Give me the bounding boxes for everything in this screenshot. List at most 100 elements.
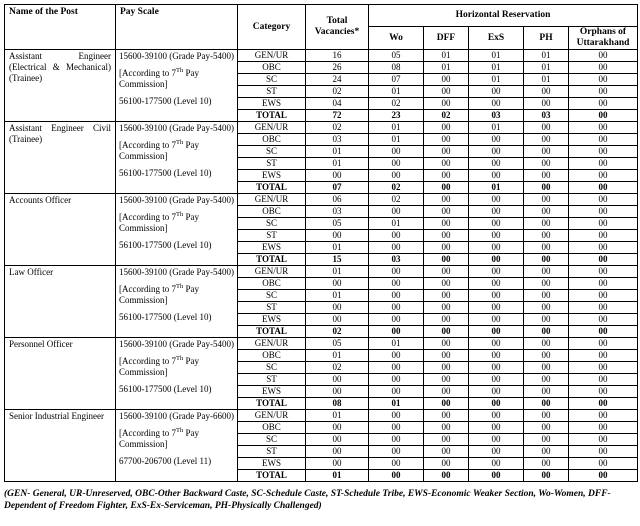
dff-cell: 00 (423, 253, 469, 266)
category-cell: TOTAL (237, 253, 306, 266)
col-header-exs: ExS (468, 26, 524, 50)
col-header-wo: Wo (368, 26, 424, 50)
wo-cell: 00 (368, 145, 424, 158)
total-row: TOTAL 01 00 00 00 00 00 (5, 469, 639, 482)
wo-cell: 00 (368, 157, 424, 170)
total-vacancies-cell: 08 (305, 397, 369, 410)
exs-cell: 00 (468, 253, 524, 266)
wo-cell: 01 (368, 133, 424, 146)
orphans-cell: 00 (567, 301, 639, 314)
total-vacancies-cell: 03 (305, 133, 369, 146)
ph-cell: 00 (523, 289, 569, 302)
dff-cell: 00 (423, 277, 469, 290)
exs-cell: 01 (468, 181, 524, 194)
dff-cell: 00 (423, 85, 469, 98)
orphans-cell: 00 (567, 361, 639, 374)
ph-cell: 00 (523, 205, 569, 218)
total-vacancies-cell: 24 (305, 73, 369, 86)
wo-cell: 03 (368, 253, 424, 266)
col-header-orphans: Orphans of Uttarakhand (567, 26, 639, 50)
orphans-cell: 00 (567, 61, 639, 74)
category-row: EWS 00 00 00 00 00 00 (5, 313, 639, 326)
dff-cell: 00 (423, 469, 469, 482)
col-header-dff: DFF (423, 26, 469, 50)
category-row: EWS 04 02 00 00 00 00 (5, 97, 639, 110)
ph-cell: 01 (523, 49, 569, 62)
post-name-cell: Assistant Engineer Civil (Trainee) (4, 121, 116, 194)
category-cell: SC (237, 217, 306, 230)
pay-scale-line: 67700-206700 (Level 11) (119, 456, 212, 466)
category-cell: EWS (237, 241, 306, 254)
ph-cell: 00 (523, 433, 569, 446)
ph-cell: 00 (523, 145, 569, 158)
exs-cell: 00 (468, 97, 524, 110)
ph-cell: 00 (523, 445, 569, 458)
category-row: SC 00 00 00 00 00 00 (5, 433, 639, 446)
category-cell: ST (237, 373, 306, 386)
category-row: SC 24 07 00 01 01 00 (5, 73, 639, 86)
dff-cell: 00 (423, 409, 469, 422)
wo-cell: 00 (368, 205, 424, 218)
pay-scale-line: 56100-177500 (Level 10) (119, 312, 212, 322)
category-cell: GEN/UR (237, 193, 306, 206)
ph-cell: 00 (523, 421, 569, 434)
ph-cell: 00 (523, 253, 569, 266)
ph-cell: 00 (523, 337, 569, 350)
total-vacancies-cell: 01 (305, 409, 369, 422)
dff-cell: 00 (423, 193, 469, 206)
dff-cell: 01 (423, 49, 469, 62)
total-vacancies-cell: 00 (305, 373, 369, 386)
exs-cell: 00 (468, 241, 524, 254)
total-vacancies-cell: 26 (305, 61, 369, 74)
ph-cell: 00 (523, 85, 569, 98)
dff-cell: 00 (423, 349, 469, 362)
category-cell: ST (237, 229, 306, 242)
wo-cell: 05 (368, 49, 424, 62)
ph-cell: 00 (523, 229, 569, 242)
exs-cell: 00 (468, 85, 524, 98)
ph-cell: 00 (523, 133, 569, 146)
category-cell: TOTAL (237, 109, 306, 122)
exs-cell: 03 (468, 109, 524, 122)
dff-cell: 00 (423, 457, 469, 470)
exs-cell: 00 (468, 145, 524, 158)
ph-cell: 00 (523, 361, 569, 374)
exs-cell: 00 (468, 433, 524, 446)
pay-scale-line: 15600-39100 (Grade Pay-5400) (119, 195, 234, 205)
exs-cell: 00 (468, 301, 524, 314)
col-header-horizontal-reservation: Horizontal Reservation (367, 4, 639, 27)
exs-cell: 00 (468, 469, 524, 482)
ph-cell: 00 (523, 265, 569, 278)
total-vacancies-cell: 07 (305, 181, 369, 194)
exs-cell: 00 (468, 457, 524, 470)
pay-scale-cell: 15600-39100 (Grade Pay-5400) [According t… (115, 193, 238, 266)
total-vacancies-cell: 01 (305, 349, 369, 362)
total-vacancies-cell: 02 (305, 325, 369, 338)
exs-cell: 00 (468, 157, 524, 170)
ph-cell: 01 (523, 61, 569, 74)
exs-cell: 00 (468, 421, 524, 434)
wo-cell: 00 (368, 265, 424, 278)
category-row: ST 00 00 00 00 00 00 (5, 301, 639, 314)
category-cell: SC (237, 145, 306, 158)
orphans-cell: 00 (567, 109, 639, 122)
wo-cell: 00 (368, 445, 424, 458)
total-vacancies-cell: 00 (305, 229, 369, 242)
category-cell: SC (237, 289, 306, 302)
category-cell: TOTAL (237, 397, 306, 410)
exs-cell: 00 (468, 289, 524, 302)
total-vacancies-cell: 01 (305, 265, 369, 278)
category-cell: EWS (237, 313, 306, 326)
ph-cell: 00 (523, 325, 569, 338)
category-row: OBC 03 00 00 00 00 00 (5, 205, 639, 218)
orphans-cell: 00 (567, 85, 639, 98)
wo-cell: 00 (368, 241, 424, 254)
wo-cell: 01 (368, 397, 424, 410)
post-name-cell: Personnel Officer (4, 337, 116, 410)
wo-cell: 01 (368, 121, 424, 134)
category-cell: OBC (237, 205, 306, 218)
exs-cell: 00 (468, 205, 524, 218)
ph-cell: 00 (523, 241, 569, 254)
ph-cell: 00 (523, 121, 569, 134)
total-vacancies-cell: 01 (305, 289, 369, 302)
